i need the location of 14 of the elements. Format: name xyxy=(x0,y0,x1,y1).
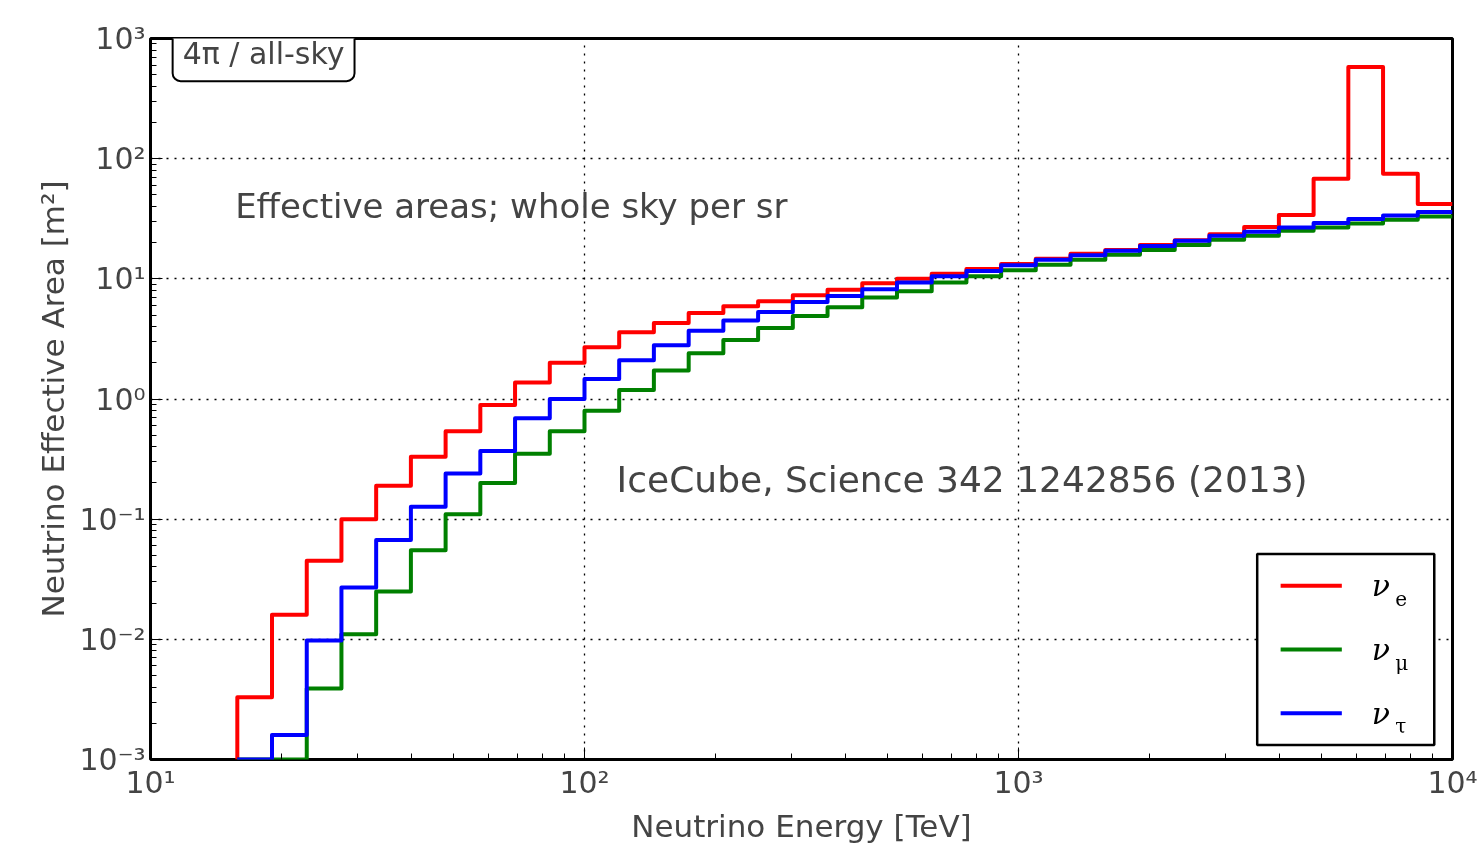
y-tick-label: 10³ xyxy=(95,21,146,56)
x-tick-label: 10⁴ xyxy=(1427,764,1478,800)
y-tick-label: 10⁻² xyxy=(79,621,146,657)
annotation: IceCube, Science 342 1242856 (2013) xyxy=(616,459,1308,501)
y-tick-label: 10¹ xyxy=(95,261,146,297)
annotation: Effective areas; whole sky per sr xyxy=(235,186,788,227)
y-tick-label: 10⁰ xyxy=(95,381,146,417)
y-tick-label: 10⁻¹ xyxy=(79,501,146,537)
x-tick-label: 10³ xyxy=(993,764,1044,800)
annotation: 4π / all-sky xyxy=(182,36,345,72)
y-axis-title: Neutrino Effective Area [m²] xyxy=(35,180,72,618)
x-tick-label: 10² xyxy=(559,764,610,800)
x-axis-title: Neutrino Energy [TeV] xyxy=(631,807,972,844)
y-tick-label: 10² xyxy=(95,141,146,177)
